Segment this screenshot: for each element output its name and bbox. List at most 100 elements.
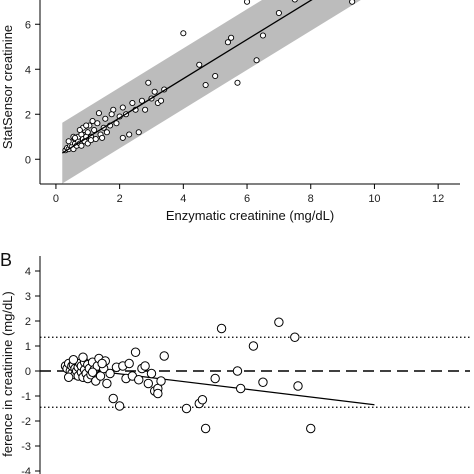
y-tick-label: 2 — [25, 316, 31, 328]
data-point — [126, 131, 133, 138]
data-point — [224, 39, 231, 46]
x-tick-label: 8 — [308, 193, 314, 205]
x-tick-label: 10 — [368, 193, 380, 205]
data-point — [196, 61, 203, 68]
data-point — [130, 347, 141, 357]
data-point — [235, 383, 246, 394]
data-point — [124, 358, 134, 369]
data-point — [243, 0, 251, 5]
data-point — [232, 366, 243, 376]
data-point — [258, 377, 268, 387]
x-tick-label: 12 — [432, 193, 444, 205]
data-point — [143, 378, 153, 389]
y-tick-label: 4 — [25, 64, 31, 76]
data-point — [94, 120, 101, 127]
data-point — [151, 88, 158, 95]
data-point — [180, 30, 187, 37]
data-point — [248, 341, 259, 351]
data-point — [87, 367, 98, 377]
data-point — [142, 106, 149, 113]
data-point — [145, 79, 152, 86]
data-point — [253, 57, 260, 64]
data-point — [99, 134, 106, 141]
data-point — [119, 134, 126, 141]
confidence-band — [62, 0, 361, 184]
data-point — [103, 129, 110, 136]
data-point — [138, 97, 145, 104]
data-point — [129, 99, 136, 107]
data-point — [259, 32, 267, 39]
x-axis-title: Enzymatic creatinine (mg/dL) — [166, 208, 334, 223]
data-point — [157, 97, 165, 104]
x-tick-label: 6 — [244, 193, 250, 205]
data-point — [84, 129, 91, 136]
panel-a-plot-area — [61, 0, 361, 184]
y-tick-label: -3 — [21, 441, 31, 453]
data-point — [63, 372, 74, 382]
y-tick-label: 1 — [25, 341, 31, 353]
x-tick-label: 2 — [117, 193, 123, 205]
y-tick-label: 6 — [25, 19, 31, 31]
y-tick-label: -1 — [21, 391, 31, 403]
y-tick-label: 0 — [25, 366, 31, 378]
data-point — [108, 393, 118, 404]
data-point — [68, 355, 79, 365]
data-point — [275, 9, 282, 17]
data-point — [134, 375, 144, 385]
panel-b-bland-altman-plot: B 4 3 2 1 0 -1 -2 -3 -4 ference in creatinine (mg/… — [0, 250, 470, 474]
y-axis-title: StatSensor creatinine — [0, 25, 15, 149]
panel-label: B — [0, 250, 12, 270]
data-point — [306, 423, 316, 434]
data-point — [293, 381, 303, 391]
y-tick-label: 2 — [25, 109, 31, 121]
data-point — [156, 376, 166, 386]
x-tick-label: 4 — [180, 193, 186, 205]
data-point — [216, 323, 227, 334]
data-point — [153, 388, 163, 399]
data-point — [95, 110, 102, 117]
x-tick-label: 0 — [53, 193, 59, 205]
data-point — [108, 111, 115, 118]
data-point — [135, 129, 142, 136]
data-point — [97, 358, 107, 369]
data-point — [89, 117, 96, 125]
data-point — [114, 401, 125, 411]
data-point — [146, 368, 157, 379]
data-point — [71, 134, 79, 141]
data-point — [102, 115, 109, 122]
data-point — [113, 120, 120, 127]
data-point — [78, 352, 88, 362]
data-point — [290, 332, 300, 342]
data-point — [91, 126, 98, 134]
data-point — [197, 395, 208, 405]
data-point — [274, 317, 284, 327]
data-point — [76, 126, 83, 134]
y-axis-title: ference in creatinine (mg/dL) — [0, 291, 15, 456]
y-tick-label: 0 — [25, 154, 31, 166]
data-point — [140, 361, 150, 371]
data-point — [92, 135, 99, 143]
data-point — [83, 122, 90, 129]
y-tick-label: -4 — [21, 466, 31, 474]
trend-line — [65, 366, 375, 406]
data-point — [234, 79, 241, 86]
data-point — [202, 81, 209, 89]
data-point — [228, 34, 235, 41]
data-point — [212, 72, 219, 80]
data-point — [65, 138, 72, 145]
data-point — [102, 378, 112, 389]
data-point — [78, 142, 85, 149]
data-point — [349, 0, 356, 5]
data-point — [119, 104, 126, 111]
data-point — [210, 373, 220, 384]
regression-line — [61, 0, 313, 154]
data-point — [159, 351, 169, 361]
data-point — [181, 403, 192, 414]
y-tick-label: 3 — [25, 291, 31, 303]
data-point — [200, 423, 211, 434]
y-tick-label: -2 — [21, 416, 31, 428]
data-point — [291, 0, 298, 3]
data-point — [105, 368, 115, 379]
panel-a-scatter-plot: 0 2 4 6 0 2 4 6 8 10 12 Enzymatic creatinine (mg/dL… — [0, 0, 460, 223]
